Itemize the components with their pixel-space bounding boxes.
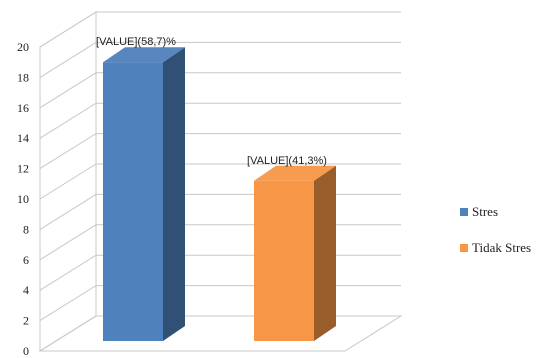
- gridline: [39, 163, 401, 200]
- legend-label: Stres: [472, 204, 498, 219]
- legend: Stres Tidak Stres: [460, 204, 531, 255]
- gridline: [39, 102, 401, 139]
- y-tick-label: 18: [17, 70, 29, 84]
- gridline: [39, 315, 401, 352]
- legend-label: Tidak Stres: [472, 240, 531, 255]
- y-tick-label: 20: [17, 40, 29, 54]
- y-tick-label: 10: [17, 192, 29, 206]
- floor: [38, 315, 403, 352]
- y-tick-label: 0: [23, 344, 29, 358]
- bar-side: [314, 165, 336, 341]
- gridline: [39, 254, 401, 291]
- y-tick-label: 14: [17, 131, 29, 145]
- bar-top: [254, 165, 336, 181]
- data-label: [VALUE](58,7)%: [96, 36, 176, 48]
- gridline: [39, 41, 401, 78]
- bar-side: [163, 47, 185, 341]
- bar-front: [254, 180, 314, 341]
- y-axis-ticks: 0 2 4 6 8 10 12 14 16 18 20: [17, 40, 29, 358]
- bars: [103, 47, 336, 341]
- legend-swatch: [460, 208, 468, 216]
- legend-item-tidak-stres: Tidak Stres: [460, 240, 531, 255]
- y-tick-label: 8: [23, 222, 29, 236]
- legend-swatch: [460, 244, 468, 252]
- y-tick-label: 4: [23, 283, 29, 297]
- data-label: [VALUE](41,3%): [247, 155, 327, 167]
- gridline: [39, 72, 401, 109]
- y-tick-label: 16: [17, 101, 29, 115]
- gridline: [39, 285, 401, 322]
- bar-front: [103, 62, 163, 341]
- y-tick-label: 6: [23, 253, 29, 267]
- gridline: [39, 224, 401, 261]
- legend-item-stres: Stres: [460, 204, 498, 219]
- chart-walls: [38, 11, 403, 352]
- gridline: [39, 193, 401, 230]
- bar-top: [103, 47, 185, 63]
- gridline: [39, 133, 401, 170]
- bar-tidak-stres: [254, 165, 336, 341]
- data-labels: [VALUE](58,7)% [VALUE](41,3%): [96, 36, 327, 167]
- y-tick-label: 12: [17, 162, 29, 176]
- gridline: [39, 11, 401, 48]
- bar-stres: [103, 47, 185, 341]
- gridlines: [39, 11, 401, 352]
- y-tick-label: 2: [23, 314, 29, 328]
